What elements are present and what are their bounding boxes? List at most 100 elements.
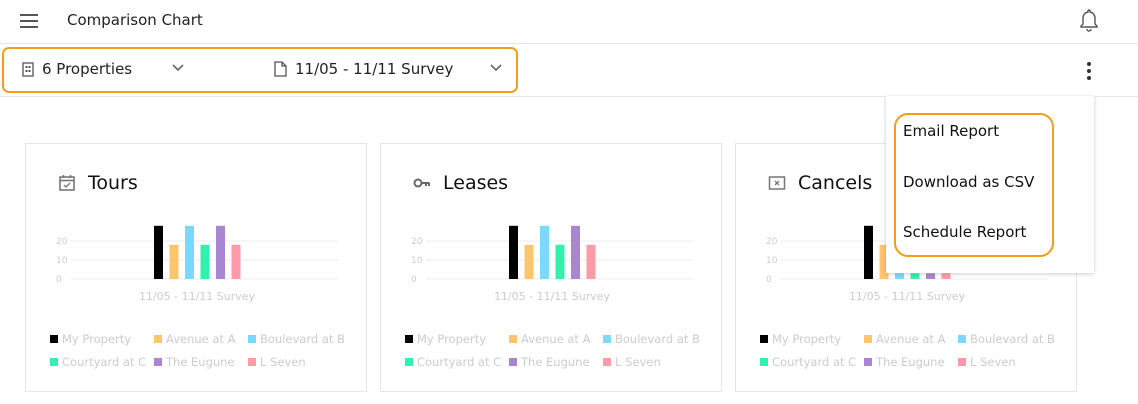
legend-swatch: [405, 358, 413, 366]
legend-label: Avenue at A: [166, 332, 236, 346]
bar-l-seven[interactable]: [586, 244, 596, 279]
legend-swatch: [50, 358, 58, 366]
legend-item[interactable]: Courtyard at C: [405, 355, 509, 369]
survey-label: 11/05 - 11/11 Survey: [295, 60, 454, 78]
legend-label: The Eugune: [521, 355, 590, 369]
bar-boulevard-at-b[interactable]: [185, 225, 194, 279]
legend-label: Courtyard at C: [62, 355, 147, 369]
x-axis-label: 11/05 - 11/11 Survey: [139, 290, 256, 303]
legend-item[interactable]: Courtyard at C: [50, 355, 154, 369]
legend-item[interactable]: L Seven: [603, 355, 713, 369]
legend-label: My Property: [62, 332, 132, 346]
legend-item[interactable]: The Eugune: [509, 355, 603, 369]
legend-item[interactable]: The Eugune: [154, 355, 248, 369]
chevron-down-icon[interactable]: [490, 64, 502, 72]
legend-item[interactable]: My Property: [405, 332, 509, 346]
bell-icon[interactable]: [1079, 8, 1099, 32]
legend-swatch: [154, 335, 162, 343]
chevron-down-icon[interactable]: [172, 64, 184, 72]
y-tick-label: 10: [766, 256, 778, 266]
document-icon: [274, 61, 287, 77]
legend-swatch: [509, 358, 517, 366]
legend-label: L Seven: [260, 355, 306, 369]
hamburger-menu-icon[interactable]: [20, 14, 38, 28]
legend-item[interactable]: Avenue at A: [154, 332, 248, 346]
bar-courtyard-at-c[interactable]: [910, 273, 920, 279]
bar-my-property[interactable]: [154, 225, 163, 279]
menu-item-email-report[interactable]: Email Report: [903, 122, 1000, 140]
menu-item-schedule-report[interactable]: Schedule Report: [903, 223, 1027, 241]
legend-swatch: [154, 358, 162, 366]
y-tick-label: 20: [56, 237, 68, 247]
legend-item[interactable]: Boulevard at B: [248, 332, 358, 346]
properties-dropdown[interactable]: 6 Properties: [22, 60, 132, 78]
legend-item[interactable]: Avenue at A: [509, 332, 603, 346]
properties-label: 6 Properties: [42, 60, 133, 78]
legend-label: Boulevard at B: [970, 332, 1055, 346]
legend-label: Courtyard at C: [417, 355, 502, 369]
bar-chart: 0 10 20 11/05 - 11/11 Survey: [411, 225, 693, 303]
bar-avenue-at-a[interactable]: [524, 244, 534, 279]
legend-label: Boulevard at B: [260, 332, 345, 346]
y-tick-label: 10: [411, 256, 423, 266]
bar-l-seven[interactable]: [941, 273, 951, 279]
bar-my-property[interactable]: [509, 225, 518, 279]
bar-courtyard-at-c[interactable]: [200, 244, 210, 279]
legend-label: My Property: [772, 332, 842, 346]
bar-the-eugune[interactable]: [926, 273, 935, 279]
legend-swatch: [864, 335, 872, 343]
legend-label: Courtyard at C: [772, 355, 857, 369]
legend-item[interactable]: My Property: [760, 332, 864, 346]
bar-avenue-at-a[interactable]: [879, 244, 889, 279]
bar-the-eugune[interactable]: [571, 225, 580, 279]
legend: My Property Avenue at A Boulevard at B Cour…: [405, 332, 715, 369]
legend-label: Avenue at A: [876, 332, 946, 346]
card-title: Cancels: [798, 172, 873, 194]
legend-swatch: [405, 335, 413, 343]
legend-label: Boulevard at B: [615, 332, 700, 346]
page-title: Comparison Chart: [67, 11, 203, 29]
legend-item[interactable]: Boulevard at B: [958, 332, 1068, 346]
card-title-row: Cancels: [768, 172, 872, 194]
legend: My Property Avenue at A Boulevard at B Cour…: [50, 332, 360, 369]
options-menu: Email Report Download as CSV Schedule Re…: [886, 96, 1094, 273]
legend-item[interactable]: The Eugune: [864, 355, 958, 369]
legend-item[interactable]: My Property: [50, 332, 154, 346]
legend-swatch: [760, 358, 768, 366]
bar-the-eugune[interactable]: [216, 225, 225, 279]
card-title-row: Tours: [58, 172, 138, 194]
legend-swatch: [958, 335, 966, 343]
menu-highlight: [894, 113, 1054, 257]
survey-dropdown[interactable]: 11/05 - 11/11 Survey: [274, 60, 453, 78]
menu-item-download-csv[interactable]: Download as CSV: [903, 173, 1035, 191]
legend-label: My Property: [417, 332, 487, 346]
y-tick-label: 0: [766, 275, 772, 285]
x-box-icon: [768, 176, 786, 190]
bar-avenue-at-a[interactable]: [169, 244, 179, 279]
more-options-icon[interactable]: [1087, 62, 1091, 80]
bar-courtyard-at-c[interactable]: [555, 244, 565, 279]
legend-item[interactable]: L Seven: [248, 355, 358, 369]
filter-toolbar: 6 Properties 11/05 - 11/11 Survey: [0, 44, 1138, 97]
bar-l-seven[interactable]: [231, 244, 241, 279]
legend-item[interactable]: Boulevard at B: [603, 332, 713, 346]
legend: My Property Avenue at A Boulevard at B Cour…: [760, 332, 1070, 369]
chart-card-tours: Tours 0 10 20 11/05 - 11/11 Survey My Propert…: [25, 143, 367, 392]
card-title: Leases: [443, 172, 509, 194]
filter-group: 6 Properties 11/05 - 11/11 Survey: [2, 47, 518, 93]
card-title: Tours: [88, 172, 138, 194]
y-tick-label: 10: [56, 256, 68, 266]
bar-my-property[interactable]: [864, 225, 873, 279]
legend-swatch: [509, 335, 517, 343]
bar-boulevard-at-b[interactable]: [540, 225, 549, 279]
legend-item[interactable]: Avenue at A: [864, 332, 958, 346]
legend-label: The Eugune: [166, 355, 235, 369]
legend-swatch: [248, 358, 256, 366]
legend-swatch: [603, 358, 611, 366]
bar-chart: 0 10 20 11/05 - 11/11 Survey: [56, 225, 338, 303]
calendar-check-icon: [59, 175, 75, 191]
y-tick-label: 20: [766, 237, 778, 247]
legend-item[interactable]: L Seven: [958, 355, 1068, 369]
bar-boulevard-at-b[interactable]: [895, 273, 904, 279]
legend-item[interactable]: Courtyard at C: [760, 355, 864, 369]
